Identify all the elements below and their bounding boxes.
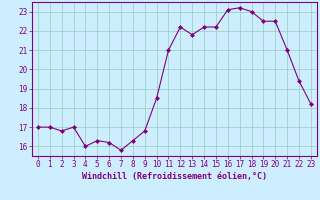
X-axis label: Windchill (Refroidissement éolien,°C): Windchill (Refroidissement éolien,°C) [82,172,267,181]
